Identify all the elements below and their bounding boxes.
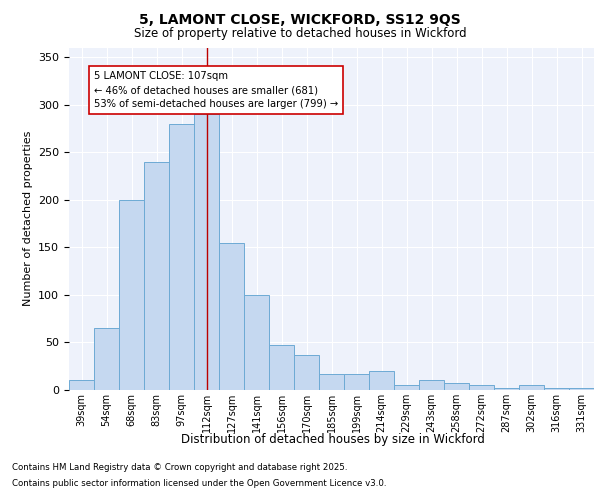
- Bar: [419, 380, 444, 390]
- Bar: [144, 162, 169, 390]
- Bar: [344, 374, 369, 390]
- Bar: [519, 385, 544, 390]
- Bar: [269, 346, 294, 390]
- Bar: [469, 385, 494, 390]
- Bar: [569, 388, 594, 390]
- Text: Contains public sector information licensed under the Open Government Licence v3: Contains public sector information licen…: [12, 478, 386, 488]
- Text: 5, LAMONT CLOSE, WICKFORD, SS12 9QS: 5, LAMONT CLOSE, WICKFORD, SS12 9QS: [139, 12, 461, 26]
- Text: Distribution of detached houses by size in Wickford: Distribution of detached houses by size …: [181, 432, 485, 446]
- Bar: [119, 200, 144, 390]
- Y-axis label: Number of detached properties: Number of detached properties: [23, 131, 32, 306]
- Bar: [494, 388, 519, 390]
- Bar: [169, 124, 194, 390]
- Bar: [219, 242, 244, 390]
- Bar: [369, 371, 394, 390]
- Bar: [294, 355, 319, 390]
- Bar: [244, 295, 269, 390]
- Bar: [319, 374, 344, 390]
- Text: Size of property relative to detached houses in Wickford: Size of property relative to detached ho…: [134, 28, 466, 40]
- Text: 5 LAMONT CLOSE: 107sqm
← 46% of detached houses are smaller (681)
53% of semi-de: 5 LAMONT CLOSE: 107sqm ← 46% of detached…: [94, 72, 338, 110]
- Bar: [194, 114, 219, 390]
- Bar: [444, 384, 469, 390]
- Text: Contains HM Land Registry data © Crown copyright and database right 2025.: Contains HM Land Registry data © Crown c…: [12, 464, 347, 472]
- Bar: [94, 328, 119, 390]
- Bar: [394, 385, 419, 390]
- Bar: [69, 380, 94, 390]
- Bar: [544, 388, 569, 390]
